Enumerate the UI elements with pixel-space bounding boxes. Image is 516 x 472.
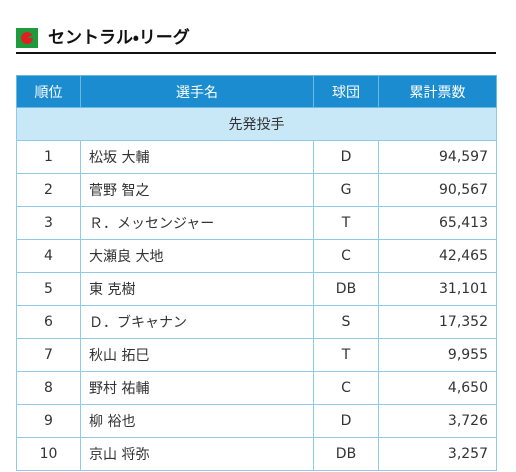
player-row: 1 松坂 大輔 D 94,597 (16, 140, 497, 174)
votes-cell: 3,257 (378, 437, 497, 471)
votes-cell: 65,413 (378, 206, 497, 240)
player-cell: Ｄ．ブキャナン (80, 305, 314, 339)
player-row: 6 Ｄ．ブキャナン S 17,352 (16, 305, 497, 339)
rank-cell: 7 (16, 338, 81, 372)
team-cell: DB (313, 272, 379, 306)
team-cell: C (313, 239, 379, 273)
rank-cell: 6 (16, 305, 81, 339)
team-cell: T (313, 338, 379, 372)
column-header: 順位 (16, 75, 81, 108)
player-cell: Ｒ．メッセンジャー (80, 206, 314, 240)
votes-cell: 3,726 (378, 404, 497, 438)
player-row: 10 京山 将弥 DB 3,257 (16, 437, 497, 471)
player-row: 2 菅野 智之 G 90,567 (16, 173, 497, 207)
player-row: 3 Ｒ．メッセンジャー T 65,413 (16, 206, 497, 240)
section-header: セントラル・リーグ (16, 24, 496, 54)
rank-cell: 2 (16, 173, 81, 207)
column-header: 選手名 (80, 75, 314, 108)
votes-cell: 94,597 (378, 140, 497, 174)
rank-cell: 5 (16, 272, 81, 306)
rank-cell: 1 (16, 140, 81, 174)
team-cell: G (313, 173, 379, 207)
rank-cell: 3 (16, 206, 81, 240)
team-cell: D (313, 404, 379, 438)
player-row: 7 秋山 拓巳 T 9,955 (16, 338, 497, 372)
column-header: 球団 (313, 75, 379, 108)
rank-cell: 8 (16, 371, 81, 405)
rank-cell: 9 (16, 404, 81, 438)
votes-cell: 42,465 (378, 239, 497, 273)
player-row: 4 大瀬良 大地 C 42,465 (16, 239, 497, 273)
player-cell: 秋山 拓巳 (80, 338, 314, 372)
player-cell: 東 克樹 (80, 272, 314, 306)
player-row: 8 野村 祐輔 C 4,650 (16, 371, 497, 405)
team-cell: C (313, 371, 379, 405)
header-row: 順位 選手名 球団 累計票数 (16, 75, 497, 108)
rank-cell: 10 (16, 437, 81, 471)
section-label: 先発投手 (16, 107, 497, 141)
team-cell: T (313, 206, 379, 240)
column-header: 累計票数 (378, 75, 497, 108)
ranking-table: 順位 選手名 球団 累計票数 先発投手 1 松坂 大輔 D 94,597 2 菅野 智之 G… (16, 75, 497, 471)
votes-cell: 90,567 (378, 173, 497, 207)
rank-cell: 4 (16, 239, 81, 273)
team-cell: D (313, 140, 379, 174)
votes-cell: 31,101 (378, 272, 497, 306)
league-icon (16, 28, 38, 48)
section-row: 先発投手 (16, 107, 497, 141)
player-cell: 京山 将弥 (80, 437, 314, 471)
votes-cell: 17,352 (378, 305, 497, 339)
player-cell: 野村 祐輔 (80, 371, 314, 405)
team-cell: DB (313, 437, 379, 471)
team-cell: S (313, 305, 379, 339)
player-cell: 菅野 智之 (80, 173, 314, 207)
player-cell: 松坂 大輔 (80, 140, 314, 174)
votes-cell: 4,650 (378, 371, 497, 405)
player-cell: 大瀬良 大地 (80, 239, 314, 273)
player-cell: 柳 裕也 (80, 404, 314, 438)
votes-cell: 9,955 (378, 338, 497, 372)
title: セントラル・リーグ (48, 28, 190, 48)
